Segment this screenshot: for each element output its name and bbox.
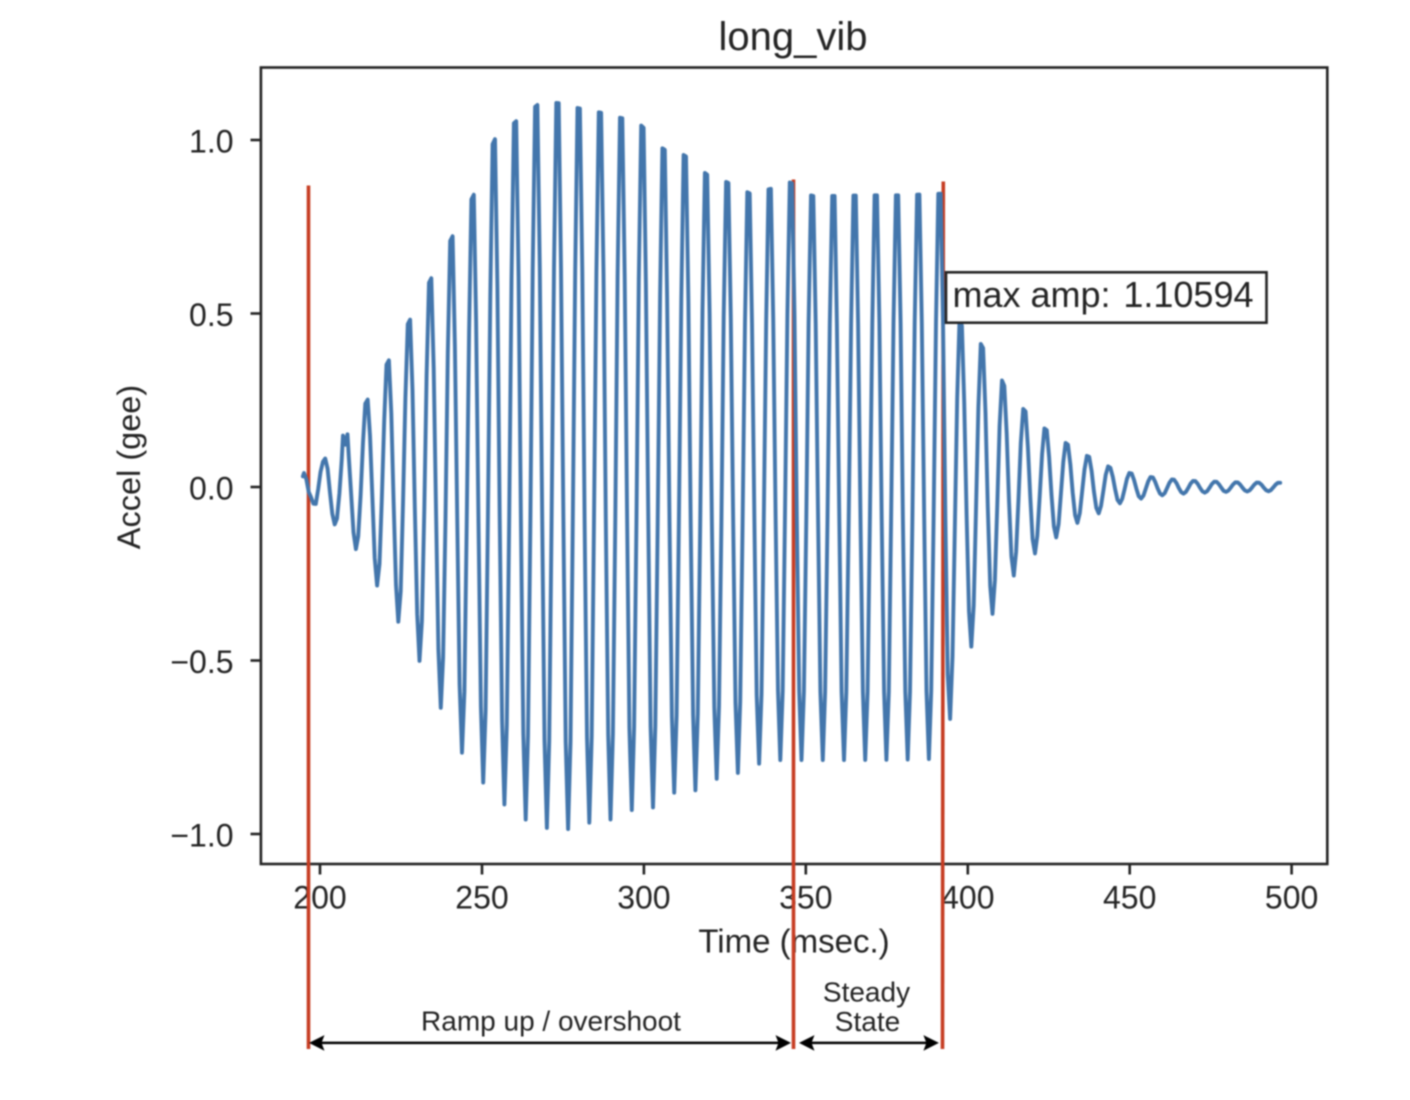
- svg-text:400: 400: [941, 880, 994, 916]
- svg-text:350: 350: [779, 880, 832, 916]
- svg-text:1.0: 1.0: [189, 124, 233, 160]
- svg-text:−0.5: −0.5: [170, 644, 233, 680]
- svg-text:Ramp up / overshoot: Ramp up / overshoot: [421, 1006, 681, 1037]
- svg-text:450: 450: [1103, 880, 1156, 916]
- svg-text:Steady: Steady: [823, 976, 910, 1007]
- svg-text:250: 250: [455, 880, 508, 916]
- svg-text:500: 500: [1265, 880, 1318, 916]
- svg-text:Accel (gee): Accel (gee): [111, 385, 147, 549]
- svg-text:max amp:: max amp:: [953, 274, 1111, 315]
- svg-text:long_vib: long_vib: [718, 15, 867, 59]
- svg-text:1.10594: 1.10594: [1123, 274, 1253, 315]
- svg-text:200: 200: [293, 880, 346, 916]
- svg-text:300: 300: [617, 880, 670, 916]
- svg-text:0.0: 0.0: [189, 471, 233, 507]
- svg-text:−1.0: −1.0: [170, 818, 233, 854]
- svg-text:State: State: [835, 1006, 900, 1037]
- svg-text:0.5: 0.5: [189, 297, 233, 333]
